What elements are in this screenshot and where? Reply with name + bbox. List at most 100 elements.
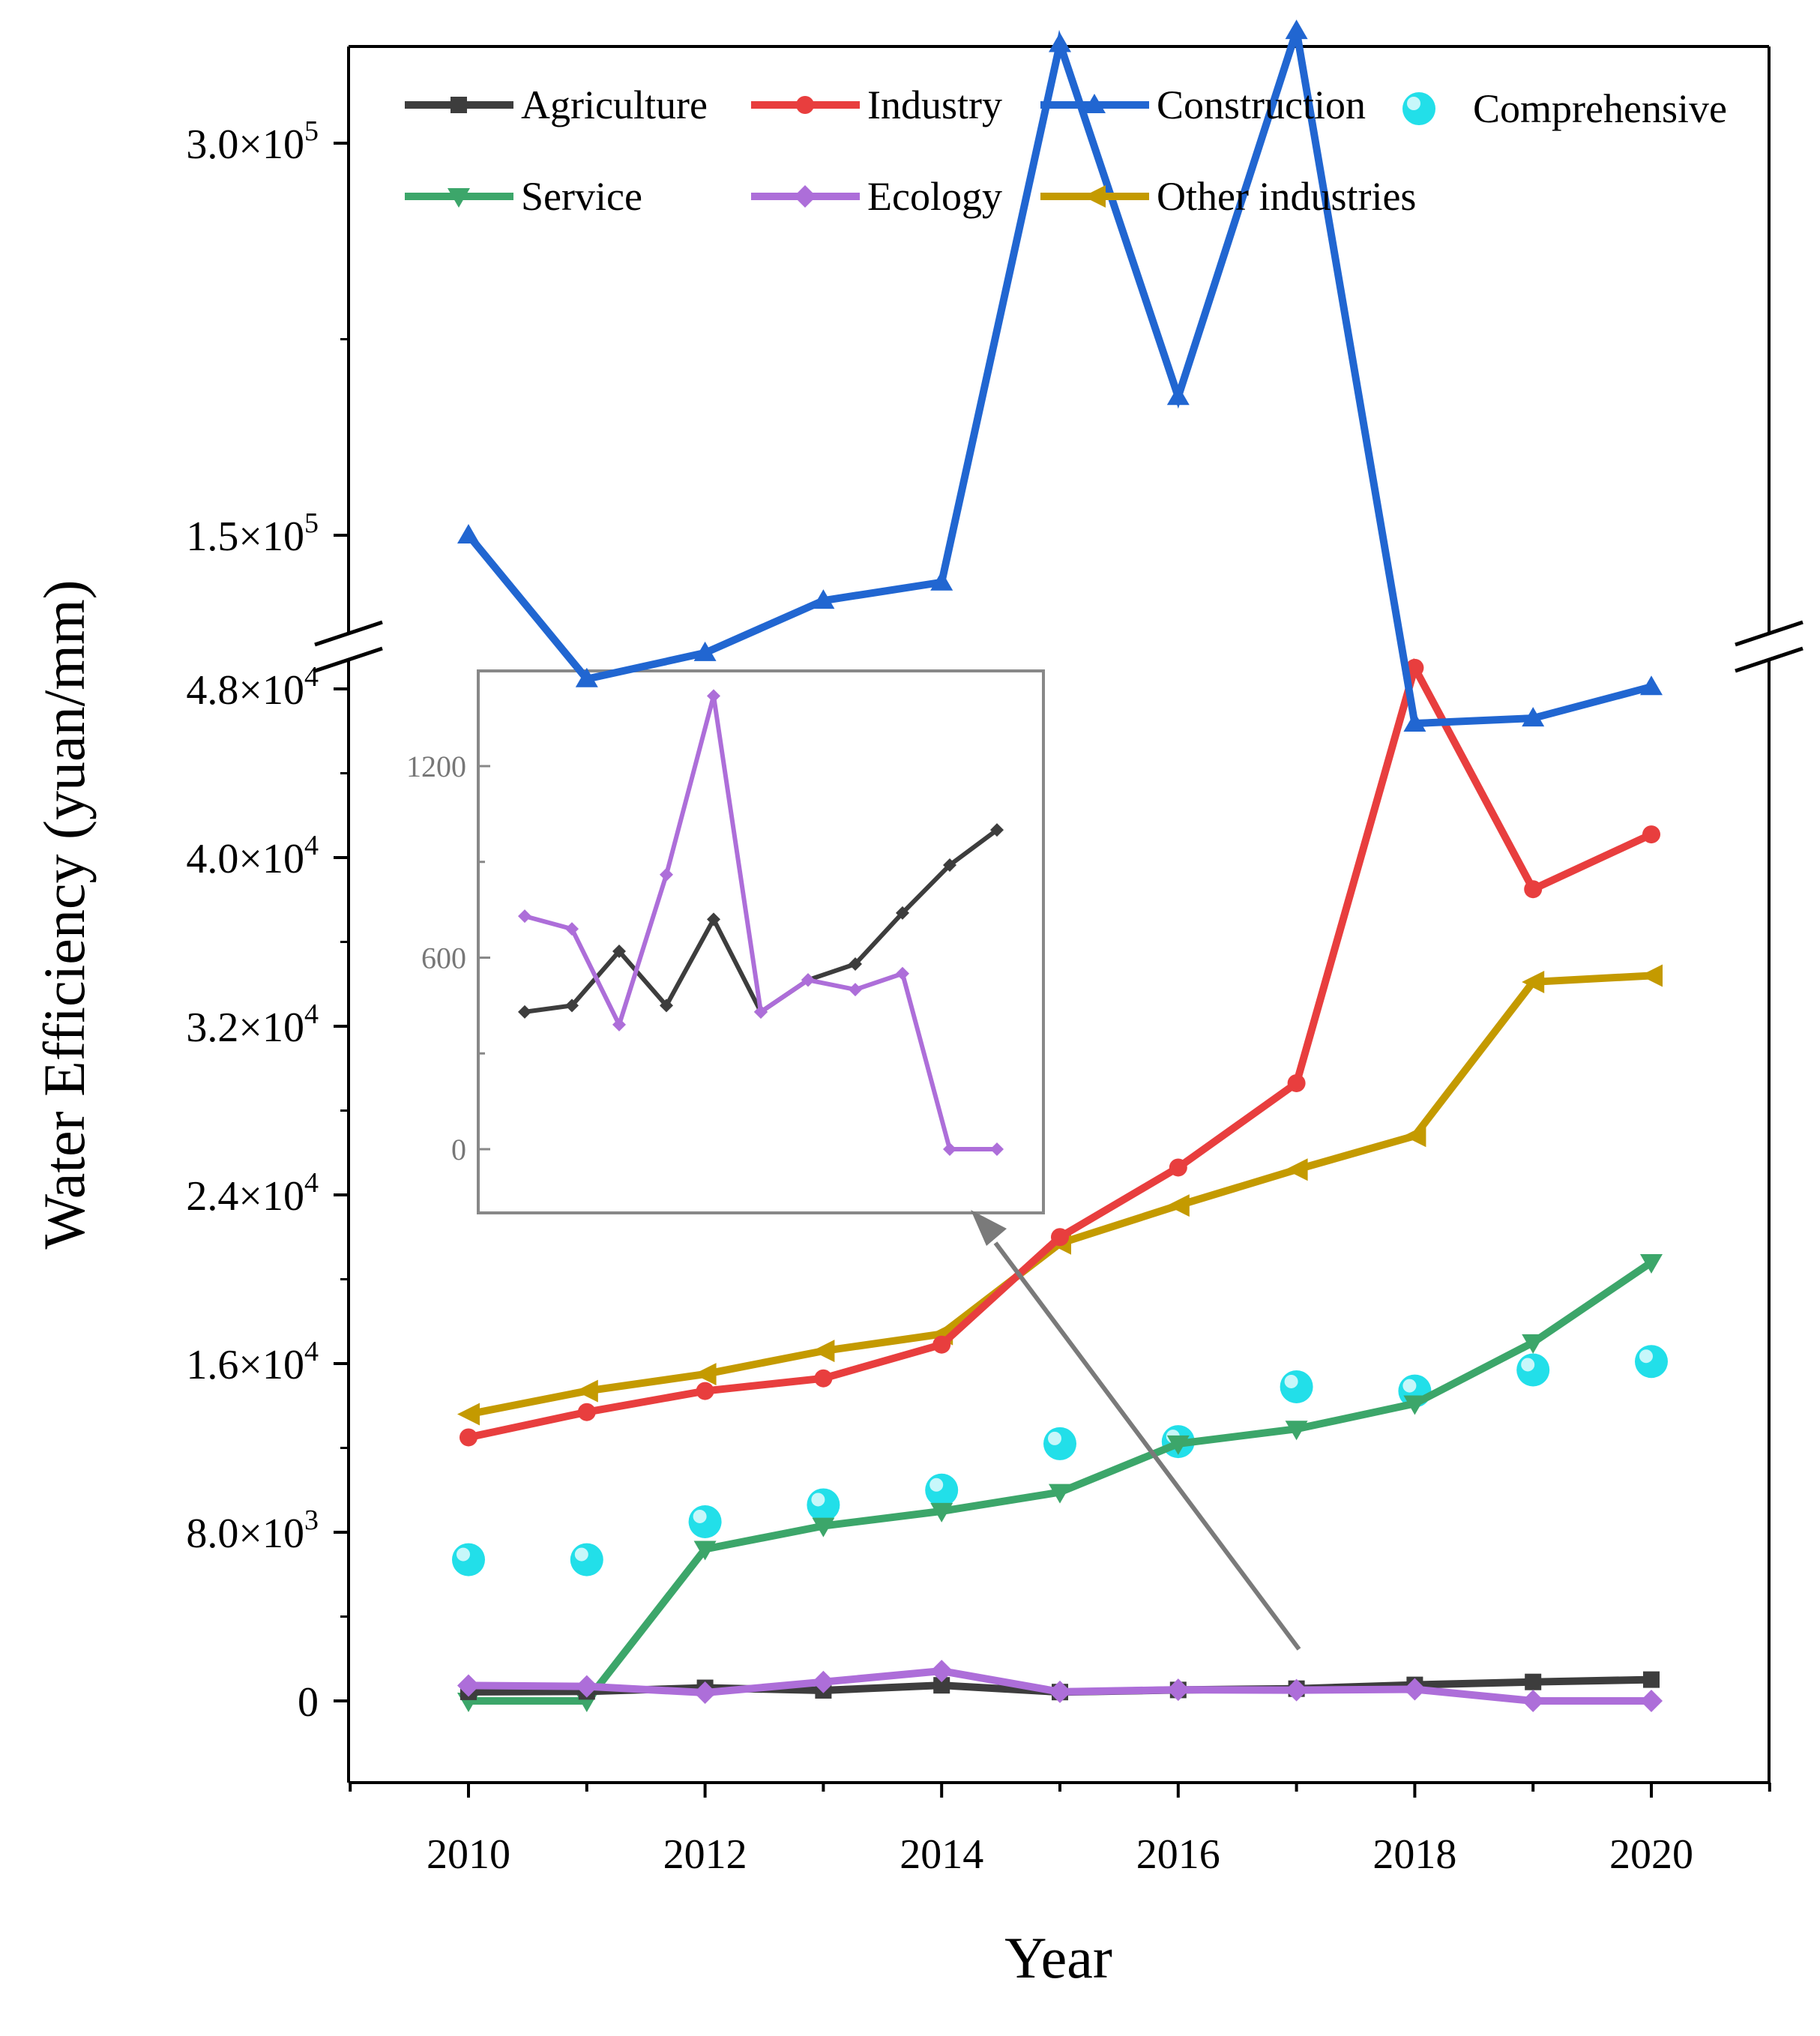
y-tick-label: 3.2×104 [186, 999, 319, 1051]
x-tick-label: 2012 [663, 1831, 747, 1878]
data-point-comprehensive [688, 1505, 722, 1538]
data-point-construction [1049, 32, 1071, 52]
data-point-other-industries [1403, 1124, 1426, 1148]
data-point-construction [1166, 385, 1190, 406]
data-point-service [1403, 1395, 1426, 1415]
data-point-industry [696, 1382, 714, 1400]
axis-break-right-lower [1735, 646, 1804, 673]
sphere-body [570, 1543, 603, 1576]
sphere-body [1516, 1353, 1550, 1387]
legend-item-service: Service [405, 174, 642, 219]
data-point-construction [1285, 19, 1308, 40]
data-point-service [930, 1502, 953, 1523]
y-tick-label: 8.0×103 [186, 1505, 319, 1557]
data-point-ecology [812, 1670, 835, 1693]
legend-label-construction: Construction [1157, 82, 1366, 127]
legend-item-ecology: Ecology [751, 174, 1002, 219]
data-point-ecology [1522, 1690, 1545, 1712]
inset-y-tick-label: 600 [421, 942, 466, 975]
legend-label-comprehensive: Comprehensive [1473, 86, 1727, 131]
data-point-industry [1287, 1073, 1306, 1092]
inset-point-agriculture [943, 858, 956, 873]
data-point-ecology [575, 1675, 598, 1698]
data-point-comprehensive [807, 1488, 840, 1522]
data-point-other-industries [693, 1363, 717, 1386]
legend-label-other-industries: Other industries [1157, 174, 1416, 219]
legend-label-service: Service [521, 174, 642, 219]
data-point-ecology [1285, 1678, 1308, 1702]
axes-layer: 0 8.0×103 1.6×104 2.4×104 3.2×104 4.0×104 4.8×… [31, 115, 1771, 1990]
data-point-construction [575, 667, 598, 687]
legend-label-agriculture: Agriculture [521, 82, 708, 127]
series-layer [452, 19, 1668, 1712]
data-point-industry [932, 1335, 951, 1354]
data-point-other-industries [812, 1340, 835, 1363]
axis-break-left-upper [314, 620, 383, 647]
sphere-body [1280, 1370, 1313, 1403]
data-point-ecology [1166, 1678, 1190, 1702]
data-point-industry [1642, 825, 1660, 844]
legend-label-industry: Industry [867, 82, 1002, 127]
x-tick-label: 2016 [1136, 1831, 1220, 1878]
y-tick-label: 4.0×104 [186, 830, 319, 882]
legend-item-construction: Construction [1040, 82, 1366, 127]
inset-y-tick-label: 1200 [406, 750, 466, 783]
legend-marker-industry [796, 96, 814, 114]
data-point-construction [1403, 712, 1426, 732]
data-point-ecology [1049, 1680, 1071, 1703]
legend-symbol-comprehensive [1402, 92, 1435, 125]
inset-frame [477, 669, 1045, 1214]
data-point-comprehensive [925, 1473, 959, 1507]
legend-label-ecology: Ecology [867, 174, 1002, 219]
inset-point-ecology [707, 689, 720, 703]
data-point-agriculture [1643, 1671, 1660, 1688]
inset-point-agriculture [849, 957, 862, 972]
legend-item-comprehensive: Comprehensive [1402, 86, 1727, 131]
sphere-body [1635, 1345, 1668, 1379]
sphere-body [807, 1488, 840, 1522]
data-point-comprehensive [1043, 1427, 1076, 1460]
data-point-other-industries [457, 1403, 480, 1426]
legend-marker-other-industries [1083, 185, 1106, 208]
x-axis-title: Year [1004, 1925, 1112, 1990]
data-point-ecology [457, 1674, 480, 1697]
sphere-body [1043, 1427, 1076, 1460]
data-point-industry [814, 1369, 833, 1388]
y-tick-label: 4.8×104 [186, 661, 319, 714]
data-point-comprehensive [1635, 1345, 1668, 1379]
data-point-service [1166, 1435, 1190, 1455]
y-tick-label: 1.5×105 [186, 508, 319, 560]
sphere-highlight [929, 1478, 944, 1492]
data-point-ecology [930, 1660, 953, 1683]
data-point-industry [1169, 1158, 1187, 1177]
inset-point-ecology [990, 1142, 1004, 1156]
arrow-head [971, 1210, 1007, 1246]
data-point-service [693, 1540, 717, 1561]
inset-point-agriculture [990, 823, 1004, 837]
inset-point-agriculture [612, 944, 626, 958]
legend-marker-agriculture [451, 97, 467, 113]
sphere-highlight [574, 1547, 588, 1561]
data-point-service [812, 1517, 835, 1537]
x-tick-label: 2020 [1609, 1831, 1693, 1878]
inset-point-ecology [565, 922, 579, 936]
data-point-ecology [693, 1681, 717, 1705]
inset-y-tick-label: 0 [451, 1133, 466, 1166]
inset-point-agriculture [565, 999, 579, 1013]
data-point-construction [812, 589, 835, 609]
sphere-body [925, 1473, 959, 1507]
sphere-highlight [693, 1509, 707, 1523]
data-point-service [1522, 1334, 1545, 1354]
data-point-service [1640, 1254, 1663, 1274]
x-tick-label: 2014 [900, 1831, 983, 1878]
sphere-highlight [1407, 97, 1420, 110]
data-point-construction [457, 524, 480, 543]
data-point-construction [930, 570, 953, 591]
y-tick-label: 3.0×105 [186, 115, 319, 168]
data-point-ecology [1403, 1678, 1426, 1701]
x-tick-label: 2010 [427, 1831, 510, 1878]
series-line-construction [465, 29, 1653, 728]
data-point-service [1285, 1421, 1308, 1441]
sphere-highlight [1521, 1358, 1535, 1372]
data-point-agriculture [933, 1677, 950, 1694]
